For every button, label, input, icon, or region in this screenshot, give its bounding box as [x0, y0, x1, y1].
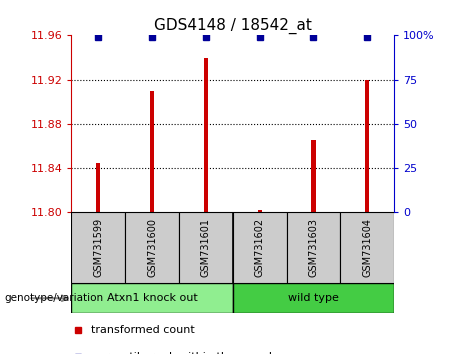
- Text: genotype/variation: genotype/variation: [5, 293, 104, 303]
- Bar: [204, 58, 208, 212]
- Bar: [365, 80, 369, 212]
- Text: GSM731601: GSM731601: [201, 218, 211, 277]
- Bar: [179, 212, 233, 283]
- Text: GSM731604: GSM731604: [362, 218, 372, 277]
- Text: GSM731600: GSM731600: [147, 218, 157, 277]
- Bar: [258, 210, 262, 212]
- Bar: [150, 91, 154, 212]
- Bar: [311, 141, 316, 212]
- Text: GSM731603: GSM731603: [308, 218, 319, 277]
- Text: percentile rank within the sample: percentile rank within the sample: [91, 352, 279, 354]
- Bar: [96, 162, 100, 212]
- Text: Atxn1 knock out: Atxn1 knock out: [107, 293, 197, 303]
- Bar: [287, 212, 340, 283]
- Text: wild type: wild type: [288, 293, 339, 303]
- Bar: [340, 212, 394, 283]
- Text: transformed count: transformed count: [91, 325, 195, 335]
- Text: GSM731599: GSM731599: [93, 218, 103, 278]
- Bar: [71, 283, 233, 313]
- Bar: [71, 212, 125, 283]
- Text: GSM731602: GSM731602: [254, 218, 265, 278]
- Title: GDS4148 / 18542_at: GDS4148 / 18542_at: [154, 18, 312, 34]
- Bar: [233, 212, 287, 283]
- Bar: [125, 212, 179, 283]
- Bar: [233, 283, 394, 313]
